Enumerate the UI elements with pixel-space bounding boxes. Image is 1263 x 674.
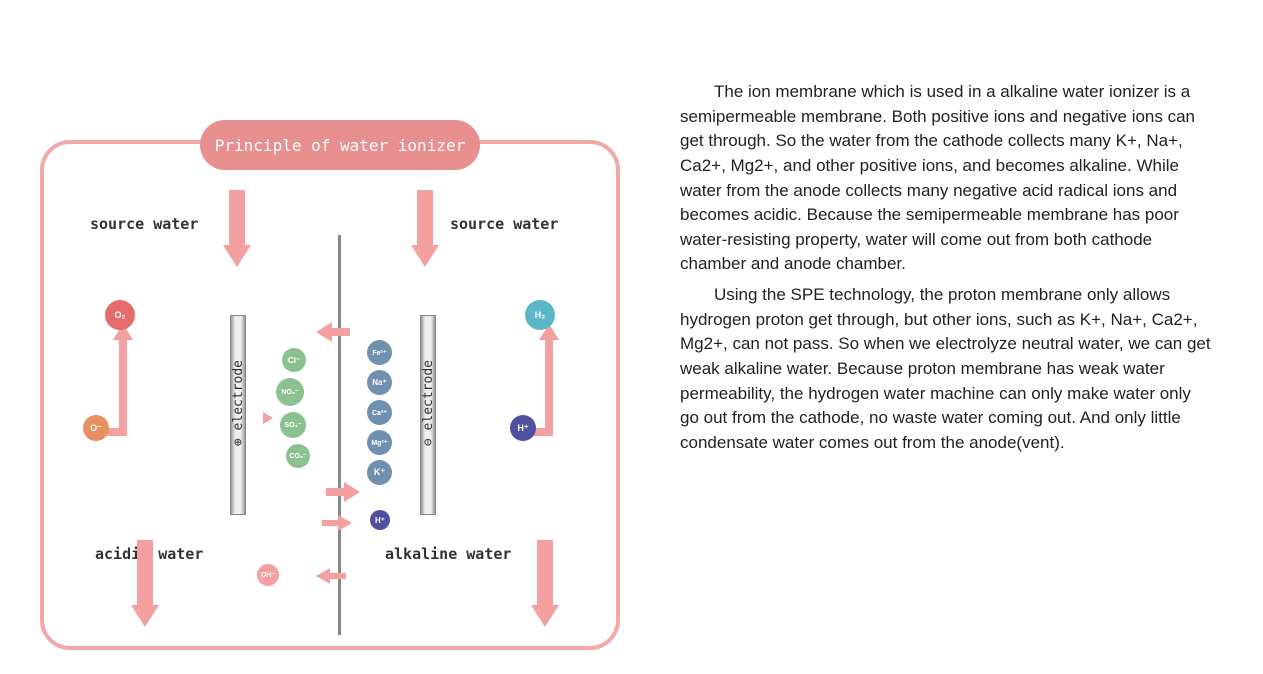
arrow-src-left-body bbox=[229, 190, 245, 245]
arrow-out-left-body bbox=[137, 540, 153, 605]
ion-h2: H₂ bbox=[525, 300, 555, 330]
ion-ca: Ca²⁺ bbox=[367, 400, 392, 425]
arrow-src-left-head bbox=[223, 245, 251, 267]
arrow-up-left-v bbox=[119, 338, 127, 436]
ion-k: K⁺ bbox=[367, 460, 392, 485]
ion-na: Na⁺ bbox=[367, 370, 392, 395]
arrow-h-bot2-body bbox=[328, 573, 346, 579]
ion-so4: SO₄⁻ bbox=[280, 412, 306, 438]
paragraph-2: Using the SPE technology, the proton mem… bbox=[680, 283, 1213, 455]
paragraph-1: The ion membrane which is used in a alka… bbox=[680, 80, 1213, 277]
ion-mg: Mg²⁺ bbox=[367, 430, 392, 455]
arrow-h-bot2-head bbox=[316, 568, 330, 584]
arrow-h-mid-head bbox=[344, 482, 360, 502]
diagram-panel: Principle of water ionizer source water … bbox=[20, 20, 640, 660]
ion-h-center: H⁺ bbox=[370, 510, 390, 530]
electrode-anode-label: ⊕ electrode bbox=[231, 360, 246, 446]
ion-oh: OH⁻ bbox=[257, 564, 279, 586]
title-banner: Principle of water ionizer bbox=[200, 120, 480, 170]
arrow-src-right-body bbox=[417, 190, 433, 245]
arrow-h-mid-body bbox=[326, 488, 346, 496]
arrow-src-right-head bbox=[411, 245, 439, 267]
electrode-cathode-label: ⊖ electrode bbox=[421, 360, 436, 446]
label-alkaline: alkaline water bbox=[385, 545, 511, 563]
ion-o2: O₂ bbox=[105, 300, 135, 330]
arrow-h-bot1-head bbox=[338, 515, 352, 531]
label-source-right: source water bbox=[450, 215, 558, 233]
ion-o: O⁻ bbox=[83, 415, 109, 441]
ion-co3: CO₃⁻ bbox=[286, 444, 310, 468]
arrow-h-top-body bbox=[330, 328, 350, 336]
arrow-out-left-head bbox=[131, 605, 159, 627]
text-panel: The ion membrane which is used in a alka… bbox=[640, 20, 1243, 654]
ion-no3: NO₃⁻ bbox=[276, 378, 304, 406]
ion-cl: Cl⁻ bbox=[282, 348, 306, 372]
ion-fe: Fe²⁺ bbox=[367, 340, 392, 365]
arrow-out-right-head bbox=[531, 605, 559, 627]
arrow-up-right-v bbox=[545, 338, 553, 436]
arrow-tiny bbox=[263, 412, 273, 424]
ion-h-right: H⁺ bbox=[510, 415, 536, 441]
label-source-left: source water bbox=[90, 215, 198, 233]
arrow-h-top-head bbox=[316, 322, 332, 342]
arrow-out-right-body bbox=[537, 540, 553, 605]
